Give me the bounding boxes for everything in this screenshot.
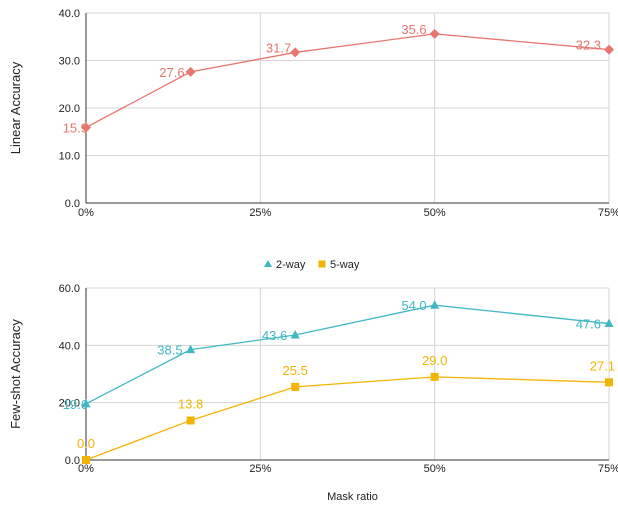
legend-marker bbox=[264, 260, 272, 267]
x-tick-label: 75% bbox=[598, 207, 618, 219]
data-label: 25.5 bbox=[283, 363, 308, 378]
data-label: 19.6 bbox=[63, 397, 88, 412]
y-axis-label: Linear Accuracy bbox=[8, 61, 23, 154]
legend-label: 2-way bbox=[276, 259, 306, 271]
y-tick-label: 40.0 bbox=[59, 8, 80, 20]
data-point bbox=[290, 330, 300, 339]
linear-accuracy-chart: 0.0 10.0 20.0 30.0 40.0 0% 25% 50% 75% Linear Acc… bbox=[8, 8, 618, 219]
y-tick-label: 40.0 bbox=[59, 340, 80, 352]
legend-marker bbox=[318, 260, 326, 268]
x-axis-label: Mask ratio bbox=[327, 491, 378, 503]
y-tick-label: 0.0 bbox=[65, 198, 80, 210]
x-tick-label: 25% bbox=[249, 463, 271, 475]
y-tick-label: 20.0 bbox=[59, 398, 80, 410]
data-label: 15.9 bbox=[63, 120, 88, 135]
series-line bbox=[85, 376, 610, 461]
data-label: 32.3 bbox=[576, 38, 601, 53]
data-label: 43.6 bbox=[262, 328, 287, 343]
few-shot-accuracy-chart: 0.0 20.0 40.0 60.0 0% 25% 50% 75% Few-shot Accur… bbox=[8, 259, 618, 503]
data-point bbox=[82, 456, 90, 464]
data-point bbox=[430, 372, 439, 381]
data-point bbox=[604, 44, 614, 55]
data-point bbox=[81, 398, 91, 408]
data-point bbox=[185, 66, 196, 77]
y-tick-label: 10.0 bbox=[59, 151, 80, 163]
x-tick-label: 75% bbox=[598, 463, 618, 475]
data-label: 31.7 bbox=[266, 40, 291, 55]
data-point bbox=[81, 122, 91, 133]
y-tick-label: 30.0 bbox=[59, 56, 80, 68]
data-label: 54.0 bbox=[401, 298, 426, 313]
data-label: 27.1 bbox=[590, 358, 615, 373]
data-label: 38.5 bbox=[157, 343, 182, 358]
data-point bbox=[290, 47, 301, 58]
data-point bbox=[186, 416, 195, 425]
x-tick-label: 50% bbox=[424, 463, 446, 475]
x-tick-label: 50% bbox=[424, 207, 446, 219]
data-point bbox=[605, 378, 613, 387]
data-point bbox=[430, 300, 440, 309]
data-point bbox=[291, 382, 300, 391]
y-axis-label: Few-shot Accuracy bbox=[8, 319, 23, 429]
y-tick-label: 60.0 bbox=[59, 283, 80, 295]
data-label: 35.6 bbox=[401, 22, 426, 37]
x-tick-label: 0% bbox=[78, 207, 94, 219]
data-label: 13.8 bbox=[178, 396, 203, 411]
legend-label: 5-way bbox=[330, 259, 360, 271]
data-point bbox=[604, 318, 614, 328]
data-label: 29.0 bbox=[422, 353, 447, 368]
series-line bbox=[85, 33, 610, 129]
x-tick-label: 25% bbox=[249, 207, 271, 219]
data-label: 47.6 bbox=[576, 317, 601, 332]
data-point bbox=[429, 28, 440, 39]
data-label: 27.6 bbox=[159, 65, 184, 80]
data-point bbox=[186, 344, 196, 354]
y-tick-label: 20.0 bbox=[59, 103, 80, 115]
y-tick-label: 0.0 bbox=[65, 455, 80, 467]
data-label: 0.0 bbox=[77, 436, 95, 451]
x-tick-label: 0% bbox=[78, 463, 94, 475]
